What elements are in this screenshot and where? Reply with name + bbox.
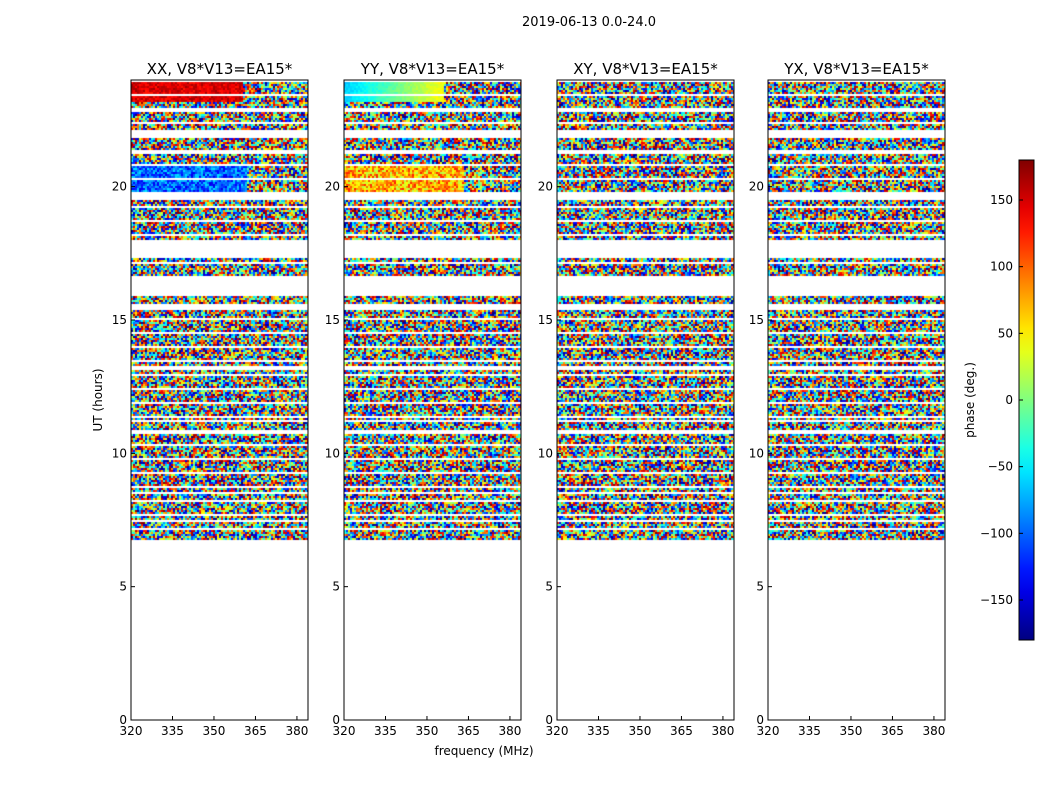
panel-title: YY, V8*V13=EA15* bbox=[360, 60, 505, 78]
panel-frame bbox=[556, 79, 735, 721]
colorbar-tick-label: 50 bbox=[998, 326, 1013, 340]
panel-title: YX, V8*V13=EA15* bbox=[783, 60, 929, 78]
phase-heatmap-2 bbox=[344, 80, 521, 720]
y-tick-label: 20 bbox=[325, 180, 340, 194]
x-tick-label: 350 bbox=[840, 724, 863, 738]
x-tick-label: 380 bbox=[922, 724, 945, 738]
x-axis-label: frequency (MHz) bbox=[434, 744, 533, 758]
y-tick-label: 15 bbox=[749, 313, 764, 327]
y-tick-label: 15 bbox=[538, 313, 553, 327]
phase-heatmap-1 bbox=[131, 80, 308, 720]
y-tick-label: 15 bbox=[112, 313, 127, 327]
panel-frame bbox=[767, 79, 946, 721]
x-tick-label: 335 bbox=[374, 724, 397, 738]
y-tick-label: 5 bbox=[756, 580, 764, 594]
panel-frame bbox=[343, 79, 522, 721]
x-tick-label: 365 bbox=[881, 724, 904, 738]
panel-1: XX, V8*V13=EA15* 320 335 350 365 380 0 5 10 15 20 bbox=[112, 60, 309, 738]
panel-3: XY, V8*V13=EA15* 320 335 350 365 380 0 5 10 15 20 bbox=[538, 60, 735, 738]
y-tick-label: 0 bbox=[545, 713, 553, 727]
y-tick-label: 20 bbox=[749, 180, 764, 194]
panel-title: XY, V8*V13=EA15* bbox=[573, 60, 718, 78]
colorbar-tick-label: −50 bbox=[988, 460, 1013, 474]
y-axis-label: UT (hours) bbox=[91, 368, 105, 431]
y-tick-label: 15 bbox=[325, 313, 340, 327]
x-tick-label: 380 bbox=[285, 724, 308, 738]
x-tick-label: 350 bbox=[629, 724, 652, 738]
x-tick-label: 320 bbox=[333, 724, 356, 738]
colorbar-tick-label: 150 bbox=[990, 193, 1013, 207]
y-tick-label: 5 bbox=[545, 580, 553, 594]
y-tick-label: 5 bbox=[332, 580, 340, 594]
x-tick-label: 320 bbox=[120, 724, 143, 738]
colorbar-label: phase (deg.) bbox=[963, 362, 977, 438]
y-tick-label: 20 bbox=[112, 180, 127, 194]
x-tick-label: 380 bbox=[498, 724, 521, 738]
colorbar-tick-label: −100 bbox=[980, 526, 1013, 540]
x-tick-label: 320 bbox=[546, 724, 569, 738]
x-tick-label: 320 bbox=[757, 724, 780, 738]
y-tick-label: 5 bbox=[119, 580, 127, 594]
y-tick-label: 0 bbox=[332, 713, 340, 727]
x-tick-label: 335 bbox=[587, 724, 610, 738]
colorbar: −150 −100 −50 0 50 100 150 bbox=[980, 159, 1035, 641]
x-tick-label: 350 bbox=[416, 724, 439, 738]
y-tick-label: 20 bbox=[538, 180, 553, 194]
panel-frame bbox=[130, 79, 309, 721]
figure-title: 2019-06-13 0.0-24.0 bbox=[522, 15, 656, 30]
colorbar-tick-label: −150 bbox=[980, 593, 1013, 607]
colorbar-tick-label: 0 bbox=[1005, 393, 1013, 407]
panel-4: YX, V8*V13=EA15* 320 335 350 365 380 0 5 10 15 20 bbox=[749, 60, 946, 738]
panel-title: XX, V8*V13=EA15* bbox=[147, 60, 293, 78]
y-tick-label: 10 bbox=[325, 446, 340, 460]
phase-heatmap-3 bbox=[557, 80, 734, 720]
x-tick-label: 365 bbox=[244, 724, 267, 738]
x-tick-label: 350 bbox=[203, 724, 226, 738]
y-tick-label: 0 bbox=[119, 713, 127, 727]
phase-heatmap-4 bbox=[768, 80, 945, 720]
y-tick-label: 10 bbox=[749, 446, 764, 460]
colorbar-tick-label: 100 bbox=[990, 260, 1013, 274]
panel-2: YY, V8*V13=EA15* 320 335 350 365 380 0 5 10 15 20 bbox=[325, 60, 522, 738]
x-tick-label: 365 bbox=[457, 724, 480, 738]
x-tick-label: 335 bbox=[798, 724, 821, 738]
y-tick-label: 0 bbox=[756, 713, 764, 727]
x-tick-label: 380 bbox=[711, 724, 734, 738]
y-tick-label: 10 bbox=[112, 446, 127, 460]
x-tick-label: 365 bbox=[670, 724, 693, 738]
y-tick-label: 10 bbox=[538, 446, 553, 460]
x-tick-label: 335 bbox=[161, 724, 184, 738]
